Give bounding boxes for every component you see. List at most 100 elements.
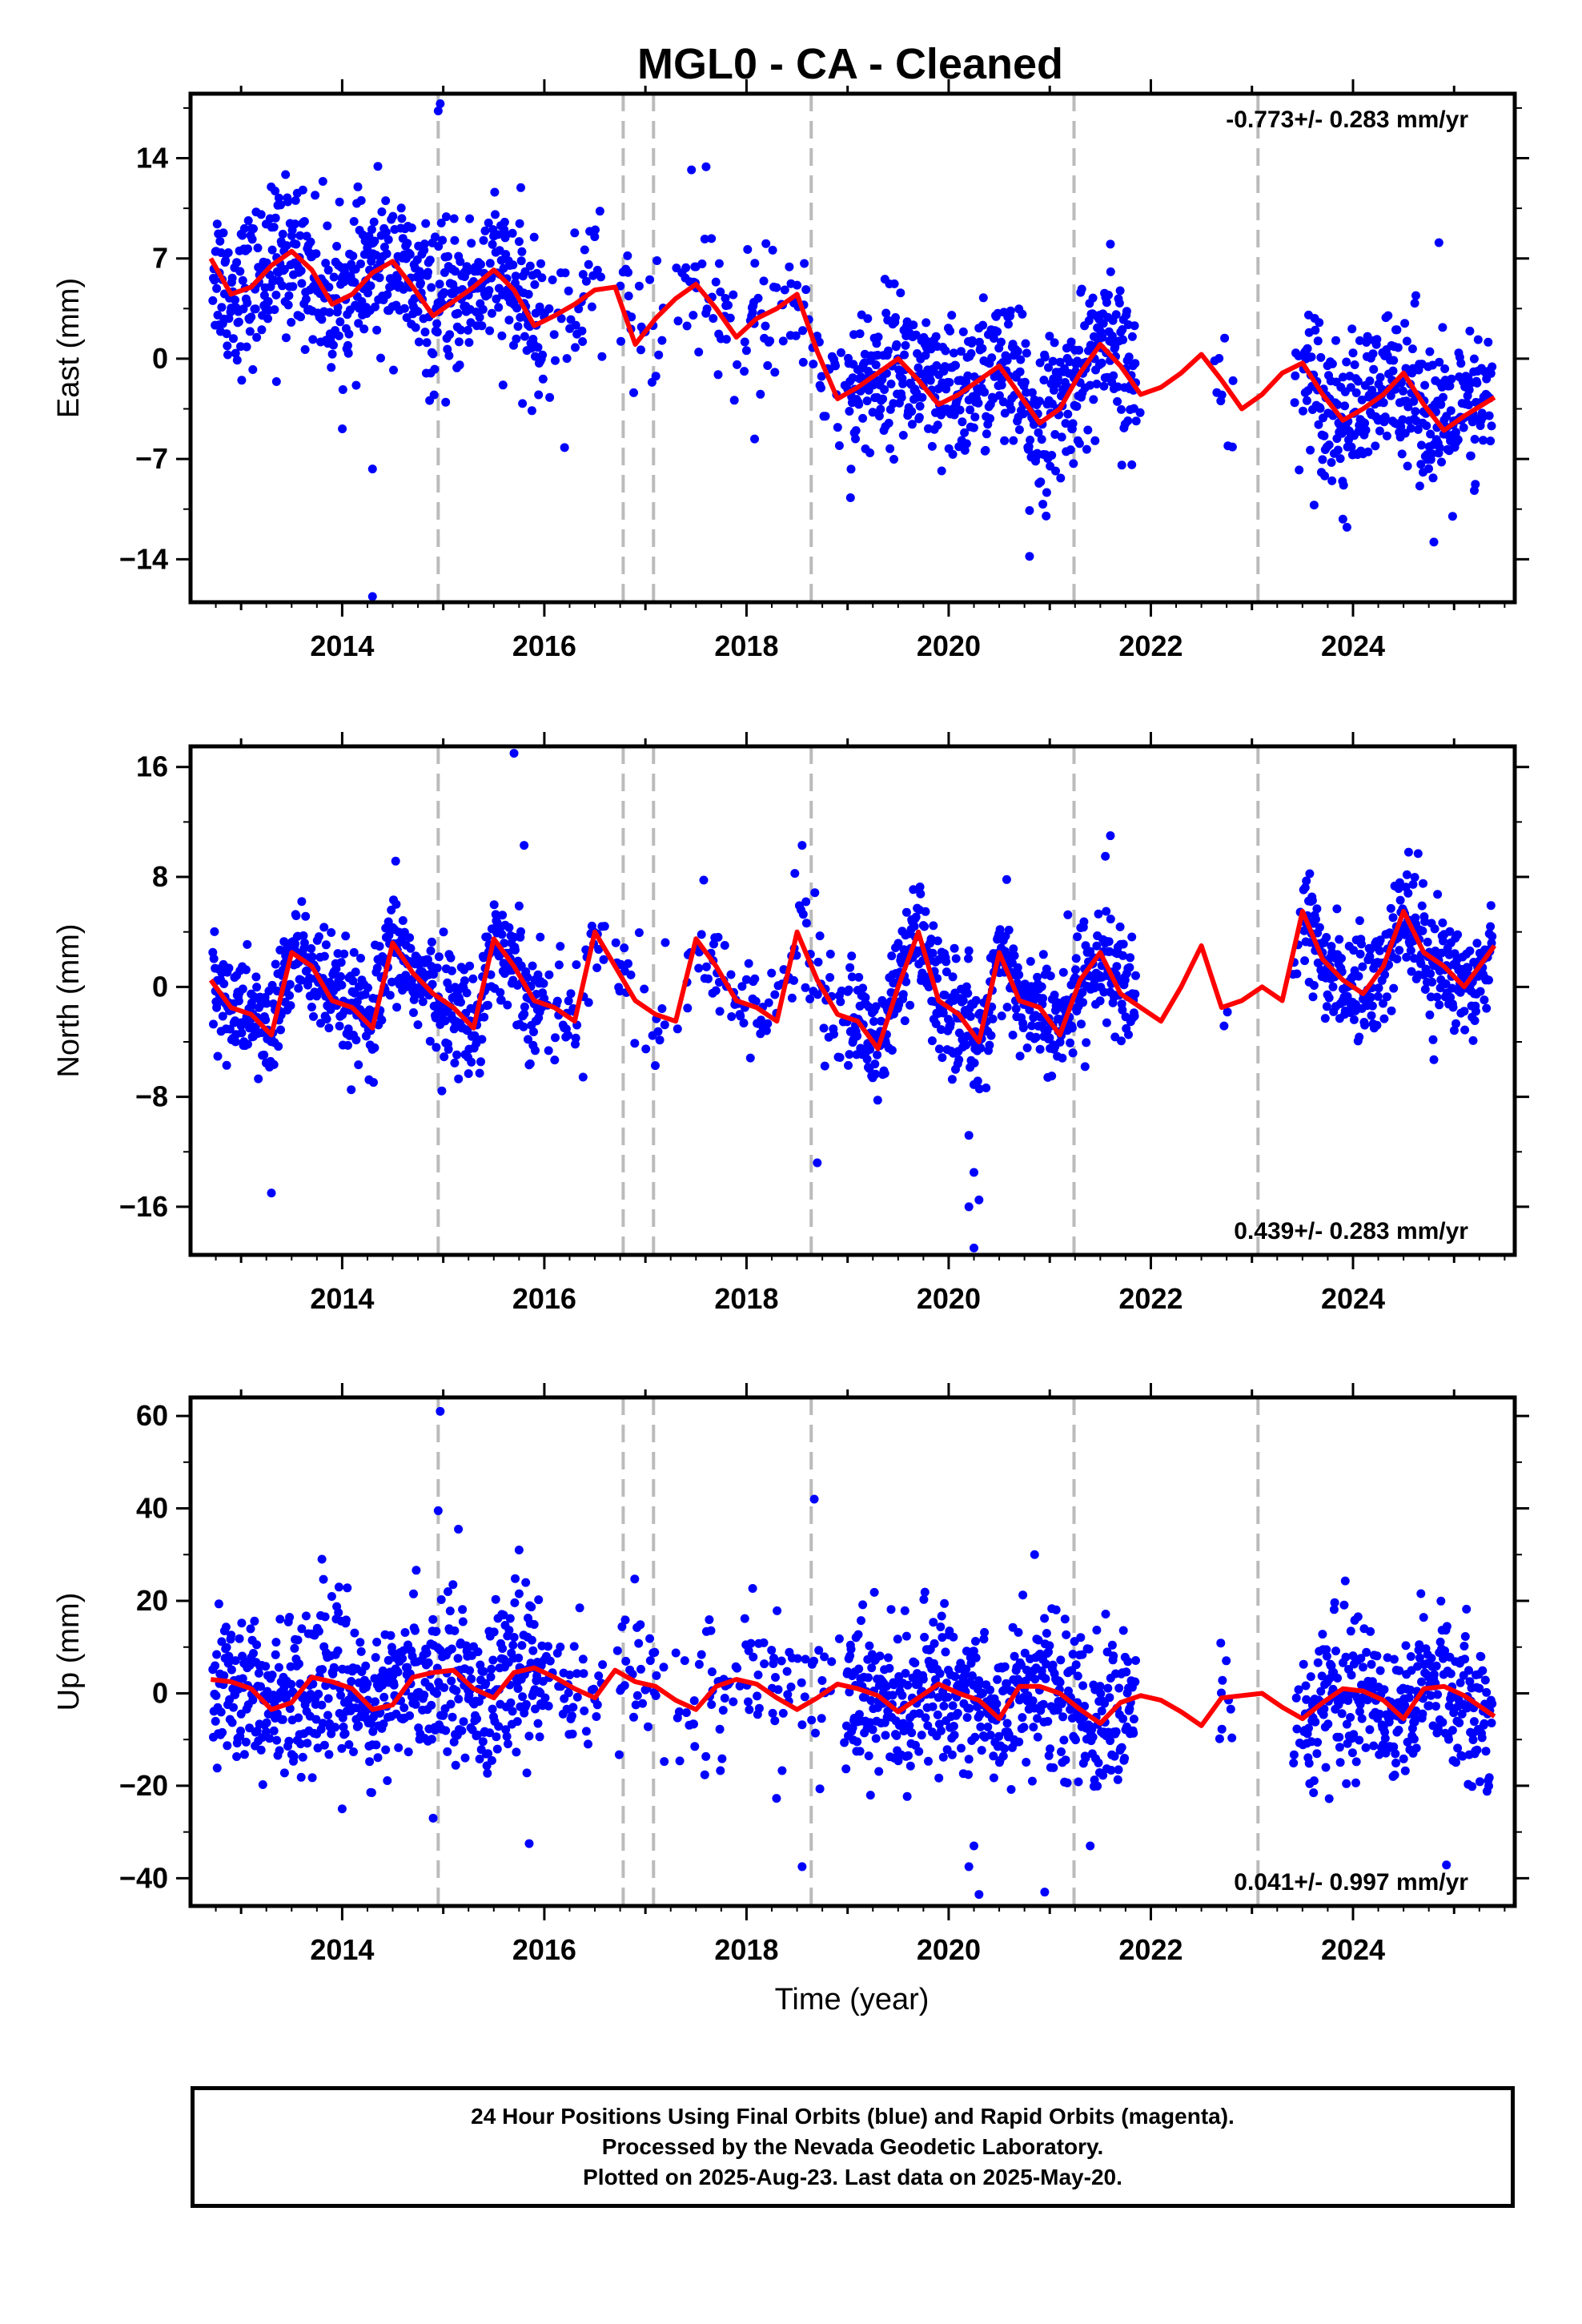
data-point xyxy=(954,1055,964,1064)
data-point xyxy=(1355,336,1364,345)
data-point xyxy=(1071,954,1081,963)
data-point xyxy=(1379,1014,1389,1023)
data-point xyxy=(1420,985,1430,994)
data-point xyxy=(1292,1724,1302,1734)
data-point xyxy=(740,337,749,347)
data-point xyxy=(1403,402,1413,412)
data-point xyxy=(514,1589,524,1598)
data-point xyxy=(841,1764,851,1774)
data-point xyxy=(1002,875,1011,884)
data-point xyxy=(432,319,442,328)
data-point xyxy=(1355,1707,1364,1716)
data-point xyxy=(1097,1707,1106,1715)
data-point xyxy=(371,1740,381,1750)
data-point xyxy=(1428,473,1438,483)
data-point xyxy=(909,885,918,895)
data-point xyxy=(1107,1640,1117,1650)
x-tick-label: 2014 xyxy=(310,1282,374,1315)
data-point xyxy=(291,939,300,949)
data-point xyxy=(293,1635,303,1645)
data-point xyxy=(974,1084,984,1094)
data-point xyxy=(516,256,526,266)
data-point xyxy=(599,955,608,964)
data-point xyxy=(971,995,981,1005)
data-point xyxy=(907,1728,917,1738)
data-point xyxy=(223,1659,233,1668)
figure-title: MGL0 - CA - Cleaned xyxy=(637,40,1063,88)
data-point xyxy=(567,1711,576,1721)
data-point xyxy=(284,291,294,300)
data-point xyxy=(905,1721,914,1731)
data-point xyxy=(497,930,507,939)
data-point xyxy=(238,1651,247,1661)
data-point xyxy=(901,907,911,917)
data-point xyxy=(238,984,247,994)
data-point xyxy=(451,1760,460,1770)
data-point xyxy=(209,954,219,963)
data-point xyxy=(512,304,522,313)
data-point xyxy=(598,1660,608,1670)
data-point xyxy=(886,380,896,388)
data-point xyxy=(958,327,968,336)
data-point xyxy=(989,1773,998,1783)
data-point xyxy=(476,1057,485,1067)
data-point xyxy=(741,346,751,356)
data-point xyxy=(1363,447,1373,456)
data-point xyxy=(1410,299,1419,308)
data-point xyxy=(675,1756,685,1766)
data-point xyxy=(993,327,1002,336)
data-point xyxy=(1020,377,1030,387)
data-point xyxy=(1397,449,1407,459)
y-tick-label: 8 xyxy=(152,860,168,893)
data-point xyxy=(323,221,332,231)
x-tick-label: 2022 xyxy=(1118,1282,1182,1315)
data-point xyxy=(1435,443,1444,452)
data-point-outlier xyxy=(267,1188,276,1198)
data-point xyxy=(1339,480,1348,490)
data-point xyxy=(848,373,857,383)
data-point xyxy=(1034,1635,1043,1645)
data-point xyxy=(472,1714,482,1723)
data-point xyxy=(963,371,973,380)
data-point xyxy=(893,939,903,948)
data-point xyxy=(477,321,487,331)
data-point xyxy=(865,1718,875,1727)
data-point xyxy=(492,1732,501,1742)
data-point xyxy=(1077,1019,1086,1029)
data-point xyxy=(481,1679,491,1688)
data-point xyxy=(1104,937,1114,947)
data-point xyxy=(800,259,809,268)
data-point xyxy=(497,331,507,340)
data-point xyxy=(1291,371,1300,380)
data-point xyxy=(934,1773,944,1783)
x-tick-label: 2018 xyxy=(714,1282,778,1315)
data-point xyxy=(833,423,842,432)
data-point xyxy=(551,356,560,365)
data-point xyxy=(1411,291,1420,300)
data-point xyxy=(267,245,277,255)
data-point xyxy=(375,942,384,951)
data-point xyxy=(768,1708,777,1718)
data-point xyxy=(817,1714,826,1723)
data-point xyxy=(962,1713,972,1723)
data-point xyxy=(689,311,698,320)
data-point xyxy=(1000,436,1010,445)
data-point xyxy=(1061,1755,1070,1765)
data-point xyxy=(597,352,607,361)
data-point xyxy=(488,239,497,249)
data-point xyxy=(611,938,620,947)
data-point xyxy=(554,960,564,970)
data-point xyxy=(1077,284,1086,294)
data-point xyxy=(1036,477,1046,487)
data-point xyxy=(729,290,738,300)
data-point xyxy=(296,975,306,985)
data-point xyxy=(1306,445,1315,455)
data-point xyxy=(1465,326,1475,336)
data-point xyxy=(713,932,723,942)
data-point xyxy=(1357,395,1367,404)
data-point xyxy=(884,346,893,356)
data-point xyxy=(279,264,289,274)
data-point xyxy=(1074,345,1084,355)
data-point xyxy=(219,1671,229,1680)
data-point xyxy=(291,239,301,249)
